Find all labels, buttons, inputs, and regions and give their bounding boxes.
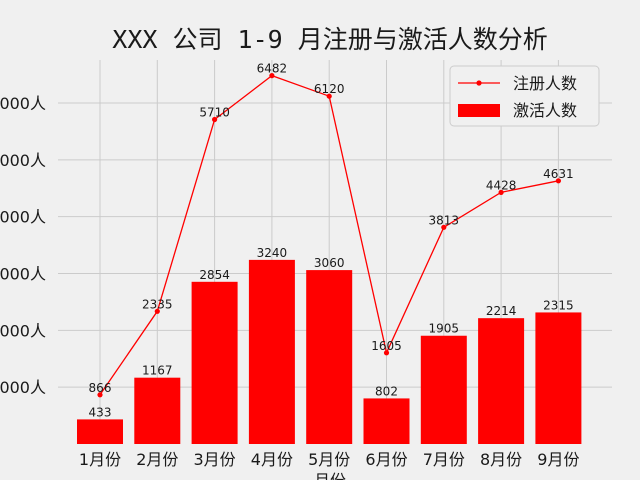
bar-series: 433 1167 2854 3240 3060 802 1905 2214 2315 [77, 246, 582, 444]
x-axis-ticks: 1月份 2月份 3月份 4月份 5月份 6月份 7月份 8月份 9月份 [79, 450, 580, 469]
y-tick-label: 1000人 [0, 378, 46, 397]
line-value-label: 4428 [486, 178, 517, 192]
x-tick-label: 6月份 [365, 450, 407, 469]
line-value-label: 4631 [543, 167, 574, 181]
bar [134, 377, 181, 444]
line-value-label: 1605 [371, 339, 402, 353]
bar-value-label: 3240 [257, 246, 288, 260]
chart-title: XXX 公司 1-9 月注册与激活人数分析 [112, 25, 547, 54]
x-tick-label: 1月份 [79, 450, 121, 469]
bar-value-label: 3060 [314, 256, 345, 270]
legend-marker-swatch [476, 80, 482, 86]
y-tick-label: 4000人 [0, 208, 46, 227]
line-point [498, 189, 504, 195]
line-value-label: 5710 [199, 106, 230, 120]
y-tick-label: 3000人 [0, 265, 46, 284]
bar-value-label: 1167 [142, 364, 173, 378]
bar-value-label: 1905 [429, 322, 460, 336]
x-tick-label: 3月份 [194, 450, 236, 469]
bar-value-label: 433 [89, 405, 112, 419]
line-point [212, 116, 218, 123]
line-value-label: 2335 [142, 297, 173, 311]
legend-label-bar: 激活人数 [513, 101, 577, 120]
line-point [269, 73, 275, 79]
bar [363, 398, 410, 444]
line-point [441, 224, 447, 230]
line-point [154, 308, 160, 314]
legend: 注册人数 激活人数 [449, 65, 600, 127]
x-tick-label: 4月份 [251, 450, 293, 469]
line-value-label: 866 [89, 381, 112, 395]
bar [306, 270, 353, 444]
y-tick-label: 5000人 [0, 151, 46, 170]
x-tick-label: 5月份 [308, 450, 350, 469]
bar [535, 312, 582, 444]
y-tick-label: 6000人 [0, 94, 46, 113]
bar-value-label: 2854 [199, 268, 230, 282]
bar-value-label: 802 [375, 384, 398, 398]
legend-label-line: 注册人数 [513, 74, 577, 93]
line-series: 866 2335 5710 6482 6120 1605 3813 4428 4631 [89, 62, 574, 398]
y-tick-label: 2000人 [0, 321, 46, 340]
line-point [326, 93, 332, 99]
x-tick-label: 7月份 [423, 450, 465, 469]
line-value-label: 3813 [429, 213, 460, 227]
line-value-label: 6120 [314, 82, 345, 96]
bar-value-label: 2315 [543, 298, 574, 312]
bar [77, 419, 123, 444]
y-axis-ticks: 1000人 2000人 3000人 4000人 5000人 6000人 [0, 94, 46, 397]
bar [420, 335, 467, 444]
grid [58, 60, 612, 444]
bar [191, 281, 238, 444]
line-point [383, 350, 390, 356]
x-axis-label: 月份 [314, 471, 346, 480]
bar [478, 318, 525, 444]
legend-bar-swatch [458, 104, 500, 117]
bar-value-label: 2214 [486, 304, 517, 318]
line-point [555, 178, 562, 184]
x-tick-label: 9月份 [537, 450, 579, 469]
x-tick-label: 8月份 [480, 450, 522, 469]
line-value-label: 6482 [257, 62, 288, 76]
bar [248, 259, 295, 444]
x-tick-label: 2月份 [136, 450, 178, 469]
line-point [97, 392, 103, 398]
